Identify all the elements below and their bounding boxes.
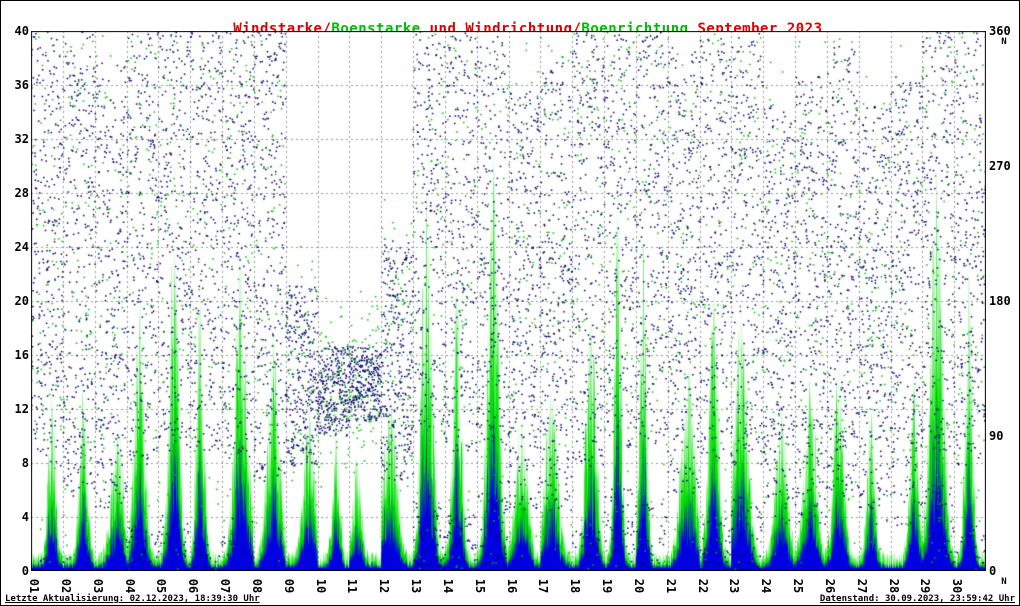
y-right-tick-sublabel: N: [1001, 577, 1007, 587]
x-day-tick-label: 27: [854, 578, 869, 594]
x-day-tick-label: 28: [886, 578, 901, 594]
x-day-tick-label: 07: [218, 578, 232, 594]
y-left-tick-label: 36: [14, 78, 29, 92]
x-day-tick-label: 12: [377, 578, 392, 594]
x-day-tick-label: 05: [154, 578, 169, 594]
x-day-tick-label: 21: [663, 578, 678, 594]
y-right-tick-label: 0: [989, 564, 997, 578]
x-day-tick-label: 08: [249, 578, 264, 594]
x-day-tick-label: 25: [791, 578, 805, 594]
x-day-tick-label: 19: [600, 578, 614, 594]
last-update-text: Letzte Aktualisierung: 02.12.2023, 18:39…: [5, 594, 260, 604]
x-day-tick-label: 16: [504, 578, 519, 594]
y-left-tick-label: 32: [14, 132, 29, 146]
x-day-tick-label: 14: [440, 578, 455, 594]
x-day-tick-label: 29: [918, 578, 933, 594]
x-day-tick-label: 23: [727, 578, 742, 594]
y-right-tick-sublabel: N: [1001, 37, 1007, 47]
x-day-tick-label: 22: [695, 578, 710, 594]
y-left-tick-label: 12: [14, 402, 29, 416]
x-day-tick-label: 06: [186, 578, 201, 594]
x-day-tick-label: 17: [536, 578, 551, 594]
x-day-tick-label: 18: [568, 578, 583, 594]
y-right-tick-label: 270: [989, 159, 1011, 173]
x-day-tick-label: 10: [313, 578, 328, 594]
y-left-tick-label: 20: [14, 294, 29, 308]
y-left-tick-label: 24: [14, 240, 29, 254]
data-state-text: Datenstand: 30.09.2023, 23:59:42 Uhr: [819, 594, 1015, 604]
x-day-tick-label: 04: [122, 578, 137, 594]
x-day-tick-label: 02: [58, 578, 73, 594]
y-left-tick-label: 40: [14, 24, 29, 38]
y-left-tick-label: 4: [21, 510, 29, 524]
x-day-tick-label: 03: [90, 578, 105, 594]
y-right-tick-label: 180: [989, 294, 1011, 308]
wind-chart-canvas: [31, 31, 986, 571]
x-day-tick-label: 30: [950, 578, 965, 594]
y-right-tick-label: 90: [989, 429, 1004, 443]
x-day-tick-label: 24: [759, 578, 774, 594]
x-day-tick-label: 13: [409, 578, 423, 594]
x-day-tick-label: 20: [631, 578, 646, 594]
y-left-tick-label: 8: [21, 456, 29, 470]
y-left-tick-label: 0: [21, 564, 29, 578]
y-left-tick-label: 16: [14, 348, 29, 362]
x-day-tick-label: 15: [472, 578, 487, 594]
y-left-tick-label: 28: [14, 186, 29, 200]
x-day-tick-label: 11: [345, 578, 360, 594]
x-day-tick-label: 09: [281, 578, 296, 594]
y-right-tick-label: 360: [989, 24, 1011, 38]
plot-area: [31, 31, 986, 571]
x-day-tick-label: 26: [822, 578, 837, 594]
x-day-tick-label: 01: [27, 578, 41, 594]
